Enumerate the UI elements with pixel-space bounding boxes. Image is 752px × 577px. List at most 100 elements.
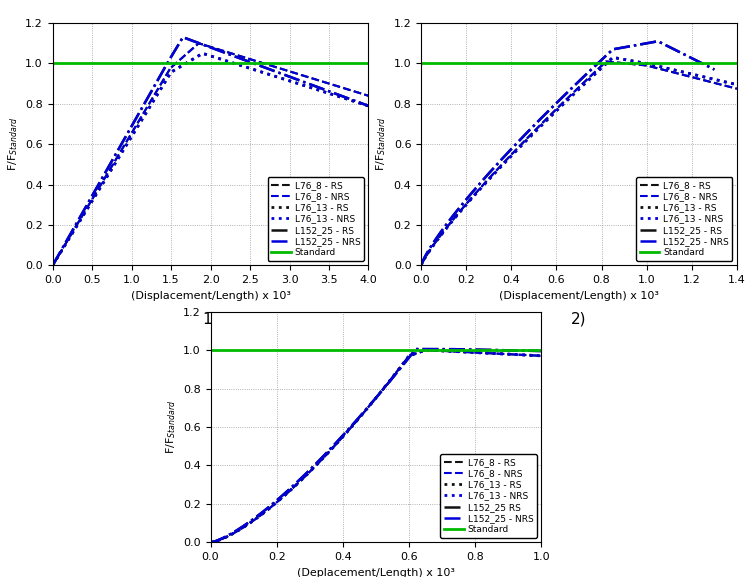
L152_25 RS: [497, 347, 506, 354]
L76_8 - NRS: [223, 49, 232, 56]
L76_13 - NRS: [309, 85, 318, 92]
L76_13 - NRS: [428, 347, 437, 354]
L152_25 - RS: [231, 53, 240, 60]
L76_8 - NRS: [216, 47, 225, 54]
L152_25 - RS: [178, 33, 187, 40]
L76_8 - RS: [194, 40, 203, 47]
L76_8 - RS: [680, 72, 689, 78]
Line: L152_25 - NRS: L152_25 - NRS: [211, 349, 541, 542]
L76_8 - NRS: [49, 260, 58, 267]
L152_25 - NRS: [589, 64, 598, 71]
L76_8 - NRS: [493, 350, 502, 357]
L152_25 RS: [478, 346, 487, 353]
L76_13 - RS: [309, 85, 318, 92]
L76_8 - RS: [331, 82, 340, 89]
Line: L152_25 - NRS: L152_25 - NRS: [421, 42, 714, 265]
L76_8 - NRS: [732, 85, 741, 92]
L152_25 - NRS: [680, 51, 689, 58]
X-axis label: (Displacement/Length) x 10³: (Displacement/Length) x 10³: [499, 291, 659, 301]
X-axis label: (Deplacement/Length) x 10³: (Deplacement/Length) x 10³: [297, 568, 455, 577]
L76_13 - NRS: [421, 347, 430, 354]
L152_25 - NRS: [178, 33, 187, 40]
L152_25 - RS: [232, 54, 241, 61]
L76_13 - RS: [49, 260, 58, 267]
L76_13 - NRS: [732, 81, 741, 88]
L76_13 - NRS: [417, 262, 426, 269]
L76_8 - RS: [49, 260, 58, 267]
L152_25 RS: [444, 346, 453, 353]
L76_8 - NRS: [472, 349, 481, 356]
L76_8 - RS: [583, 76, 592, 83]
L76_13 - NRS: [537, 353, 546, 359]
L76_8 - RS: [206, 539, 215, 546]
L76_13 - RS: [421, 347, 430, 354]
L76_8 - RS: [732, 85, 741, 92]
L76_13 - NRS: [615, 55, 624, 62]
L76_8 - NRS: [680, 72, 689, 78]
L76_13 - RS: [206, 539, 215, 546]
L152_25 - NRS: [411, 346, 420, 353]
L76_8 - NRS: [602, 58, 611, 65]
L152_25 - NRS: [478, 346, 487, 353]
Line: L76_8 - NRS: L76_8 - NRS: [53, 43, 368, 265]
L152_25 RS: [441, 346, 450, 353]
L76_13 - NRS: [206, 539, 215, 546]
L76_13 - RS: [433, 347, 442, 354]
X-axis label: (Displacement/Length) x 10³: (Displacement/Length) x 10³: [131, 291, 290, 301]
L76_8 - NRS: [421, 347, 430, 354]
L152_25 - NRS: [710, 66, 719, 73]
Text: 2): 2): [572, 312, 587, 327]
Line: L76_13 - NRS: L76_13 - NRS: [421, 58, 737, 265]
L152_25 - RS: [335, 91, 344, 98]
Line: L76_13 - RS: L76_13 - RS: [53, 54, 368, 265]
L76_8 - NRS: [583, 76, 592, 83]
L152_25 - RS: [50, 260, 59, 267]
L152_25 - NRS: [441, 346, 450, 353]
L76_13 - RS: [199, 50, 208, 57]
L76_8 - NRS: [610, 59, 619, 66]
L76_13 - RS: [493, 350, 502, 357]
L76_13 - NRS: [371, 395, 380, 402]
L76_13 - RS: [624, 57, 633, 63]
L76_8 - RS: [48, 262, 57, 269]
L76_8 - NRS: [194, 40, 203, 47]
L76_8 - RS: [371, 395, 380, 402]
L76_8 - NRS: [470, 191, 479, 198]
Line: L76_8 - RS: L76_8 - RS: [421, 62, 737, 265]
L76_13 - NRS: [624, 57, 633, 63]
L152_25 - RS: [314, 84, 323, 91]
L76_13 - RS: [371, 395, 380, 402]
L152_25 - NRS: [48, 262, 57, 269]
L152_25 - RS: [417, 262, 426, 269]
L152_25 RS: [206, 539, 215, 546]
L76_8 - RS: [223, 49, 232, 56]
L152_25 - NRS: [231, 53, 240, 60]
L76_8 - NRS: [620, 60, 629, 67]
L152_25 - NRS: [364, 103, 373, 110]
L76_13 - RS: [472, 190, 481, 197]
L76_13 - NRS: [48, 262, 57, 269]
L152_25 - RS: [634, 42, 643, 48]
L76_13 - NRS: [252, 515, 261, 522]
L76_13 - RS: [537, 353, 546, 359]
L76_8 - RS: [417, 262, 426, 269]
L76_13 - NRS: [221, 57, 230, 64]
L76_13 - NRS: [433, 347, 442, 354]
L76_13 - RS: [678, 68, 687, 75]
L76_13 - RS: [615, 55, 624, 62]
L76_13 - RS: [48, 262, 57, 269]
L76_13 - NRS: [220, 57, 229, 63]
L152_25 - NRS: [206, 539, 215, 546]
L76_13 - RS: [589, 72, 598, 79]
L152_25 - RS: [619, 44, 628, 51]
Y-axis label: F/F$_{Standard}$: F/F$_{Standard}$: [164, 400, 177, 454]
Y-axis label: F/F$_{Standard}$: F/F$_{Standard}$: [6, 117, 20, 171]
L152_25 - NRS: [253, 512, 262, 519]
L76_13 - RS: [472, 349, 481, 356]
L76_8 - RS: [308, 75, 317, 82]
L152_25 - NRS: [537, 347, 546, 354]
L76_13 - NRS: [589, 72, 598, 79]
L152_25 - RS: [653, 38, 663, 45]
L152_25 - NRS: [335, 91, 344, 98]
L152_25 - NRS: [444, 346, 453, 353]
